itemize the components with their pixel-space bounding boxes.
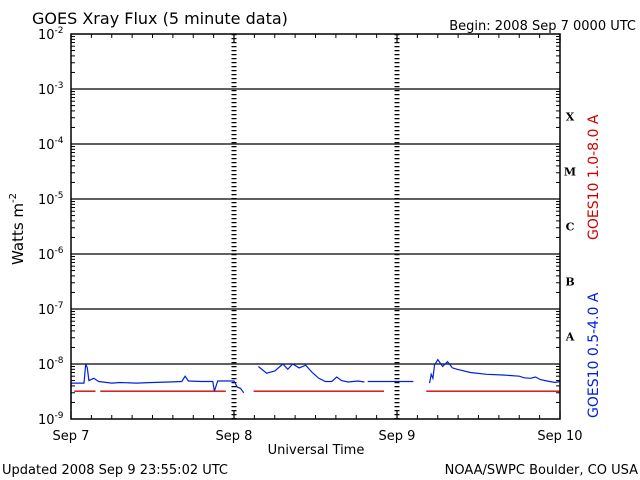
series-legend-red: GOES10 1.0-8.0 A <box>586 114 602 240</box>
series-blue-line <box>70 363 245 410</box>
y-tick-exponent: -7 <box>55 301 64 311</box>
class-layer: X M C B A <box>564 111 576 344</box>
x-tick-label: Sep 8 <box>216 429 253 444</box>
y-tick-label: 10-3 <box>38 81 64 98</box>
series-layer <box>70 358 561 410</box>
y-tick-label: 10-5 <box>38 191 64 208</box>
grid-layer <box>71 34 560 419</box>
credit-text: NOAA/SWPC Boulder, CO USA <box>445 463 638 478</box>
y-tick-exponent: -5 <box>55 191 64 201</box>
y-tick-base: 10 <box>38 413 55 428</box>
y-tick-exponent: -2 <box>55 26 64 36</box>
y-tick-label: 10-4 <box>38 136 64 153</box>
series-blue-line <box>258 363 365 383</box>
y-tick-label: 10-2 <box>38 26 64 43</box>
flare-class-label: B <box>565 276 574 289</box>
x-axis-title: Universal Time <box>268 443 365 458</box>
y-tick-base: 10 <box>38 138 55 153</box>
y-tick-label: 10-7 <box>38 301 64 318</box>
flare-class-label: C <box>566 221 575 234</box>
y-tick-base: 10 <box>38 193 55 208</box>
series-legend-blue: GOES10 0.5-4.0 A <box>586 292 602 418</box>
series-blue-line <box>429 358 561 384</box>
y-tick-base: 10 <box>38 303 55 318</box>
y-tick-exponent: -6 <box>55 246 64 256</box>
y-tick-exponent: -3 <box>55 81 64 91</box>
x-tick-label: Sep 7 <box>53 429 90 444</box>
y-tick-exponent: -4 <box>55 136 64 146</box>
y-tick-base: 10 <box>38 28 55 43</box>
y-tick-label: 10-6 <box>38 246 64 263</box>
y-tick-base: 10 <box>38 83 55 98</box>
flare-class-label: M <box>564 166 576 179</box>
y-tick-exponent: -8 <box>55 356 64 366</box>
y-tick-label: 10-9 <box>38 411 64 428</box>
plot-frame <box>70 33 561 420</box>
y-tick-label: 10-8 <box>38 356 64 373</box>
updated-timestamp: Updated 2008 Sep 9 23:55:02 UTC <box>2 463 228 478</box>
y-axis-label: Watts m <box>9 203 27 265</box>
flare-class-label: X <box>566 111 575 124</box>
y-axis-label-exponent: -2 <box>8 193 19 203</box>
y-tick-base: 10 <box>38 358 55 373</box>
chart-title: GOES Xray Flux (5 minute data) <box>32 9 288 28</box>
flare-class-label: A <box>565 331 575 344</box>
begin-label: Begin: 2008 Sep 7 0000 UTC <box>449 19 636 34</box>
y-tick-exponent: -9 <box>55 411 64 421</box>
ytick-layer: 10-210-310-410-510-610-710-810-9 <box>38 26 560 428</box>
y-tick-base: 10 <box>38 248 55 263</box>
xtick-layer: Sep 7 Sep 8 Sep 9 Sep 10 <box>53 34 583 444</box>
x-tick-label: Sep 10 <box>537 429 582 444</box>
x-tick-label: Sep 9 <box>379 429 416 444</box>
y-axis-title: Watts m-2 <box>8 193 27 265</box>
